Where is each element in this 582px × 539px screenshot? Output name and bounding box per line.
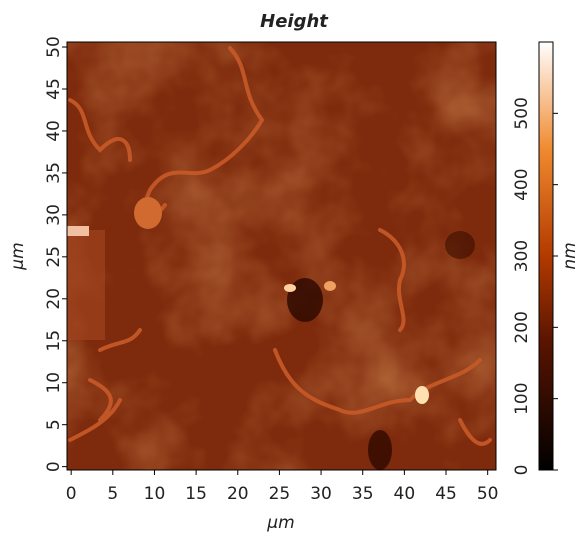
y-tick-label: 10	[44, 372, 64, 394]
colorbar-label: nm	[560, 242, 580, 269]
x-tick-label: 45	[435, 484, 457, 504]
y-tick-label: 25	[44, 246, 64, 268]
colorbar-tick-label: 400	[512, 168, 532, 200]
x-tick-label: 25	[269, 484, 291, 504]
colorbar-tick-label: 100	[512, 382, 532, 414]
y-tick-label: 30	[44, 204, 64, 226]
x-tick-label: 5	[107, 484, 118, 504]
y-axis-label: μm	[8, 242, 28, 270]
height-image	[66, 41, 497, 471]
y-tick-label: 35	[44, 162, 64, 184]
colorbar-tick-label: 300	[512, 240, 532, 272]
x-axis-label: μm	[266, 513, 294, 533]
x-tick-label: 0	[66, 484, 77, 504]
y-tick-label: 50	[44, 36, 64, 58]
colorbar-tick-label: 500	[512, 97, 532, 129]
colorbar-tick-label: 200	[512, 311, 532, 343]
y-tick-label: 45	[44, 78, 64, 100]
y-tick-label: 40	[44, 120, 64, 142]
x-tick-label: 10	[144, 484, 166, 504]
chart-title: Height	[260, 11, 329, 32]
y-tick-label: 15	[44, 330, 64, 352]
x-tick-label: 30	[310, 484, 332, 504]
colorbar-tick-label: 0	[512, 465, 532, 476]
y-tick-label: 20	[44, 288, 64, 310]
x-tick-label: 40	[394, 484, 416, 504]
y-tick-label: 5	[44, 419, 64, 430]
x-tick-label: 20	[227, 484, 249, 504]
x-tick-label: 15	[185, 484, 207, 504]
colorbar	[538, 41, 554, 471]
x-tick-label: 50	[477, 484, 499, 504]
y-tick-label: 0	[44, 461, 64, 472]
x-tick-label: 35	[352, 484, 374, 504]
